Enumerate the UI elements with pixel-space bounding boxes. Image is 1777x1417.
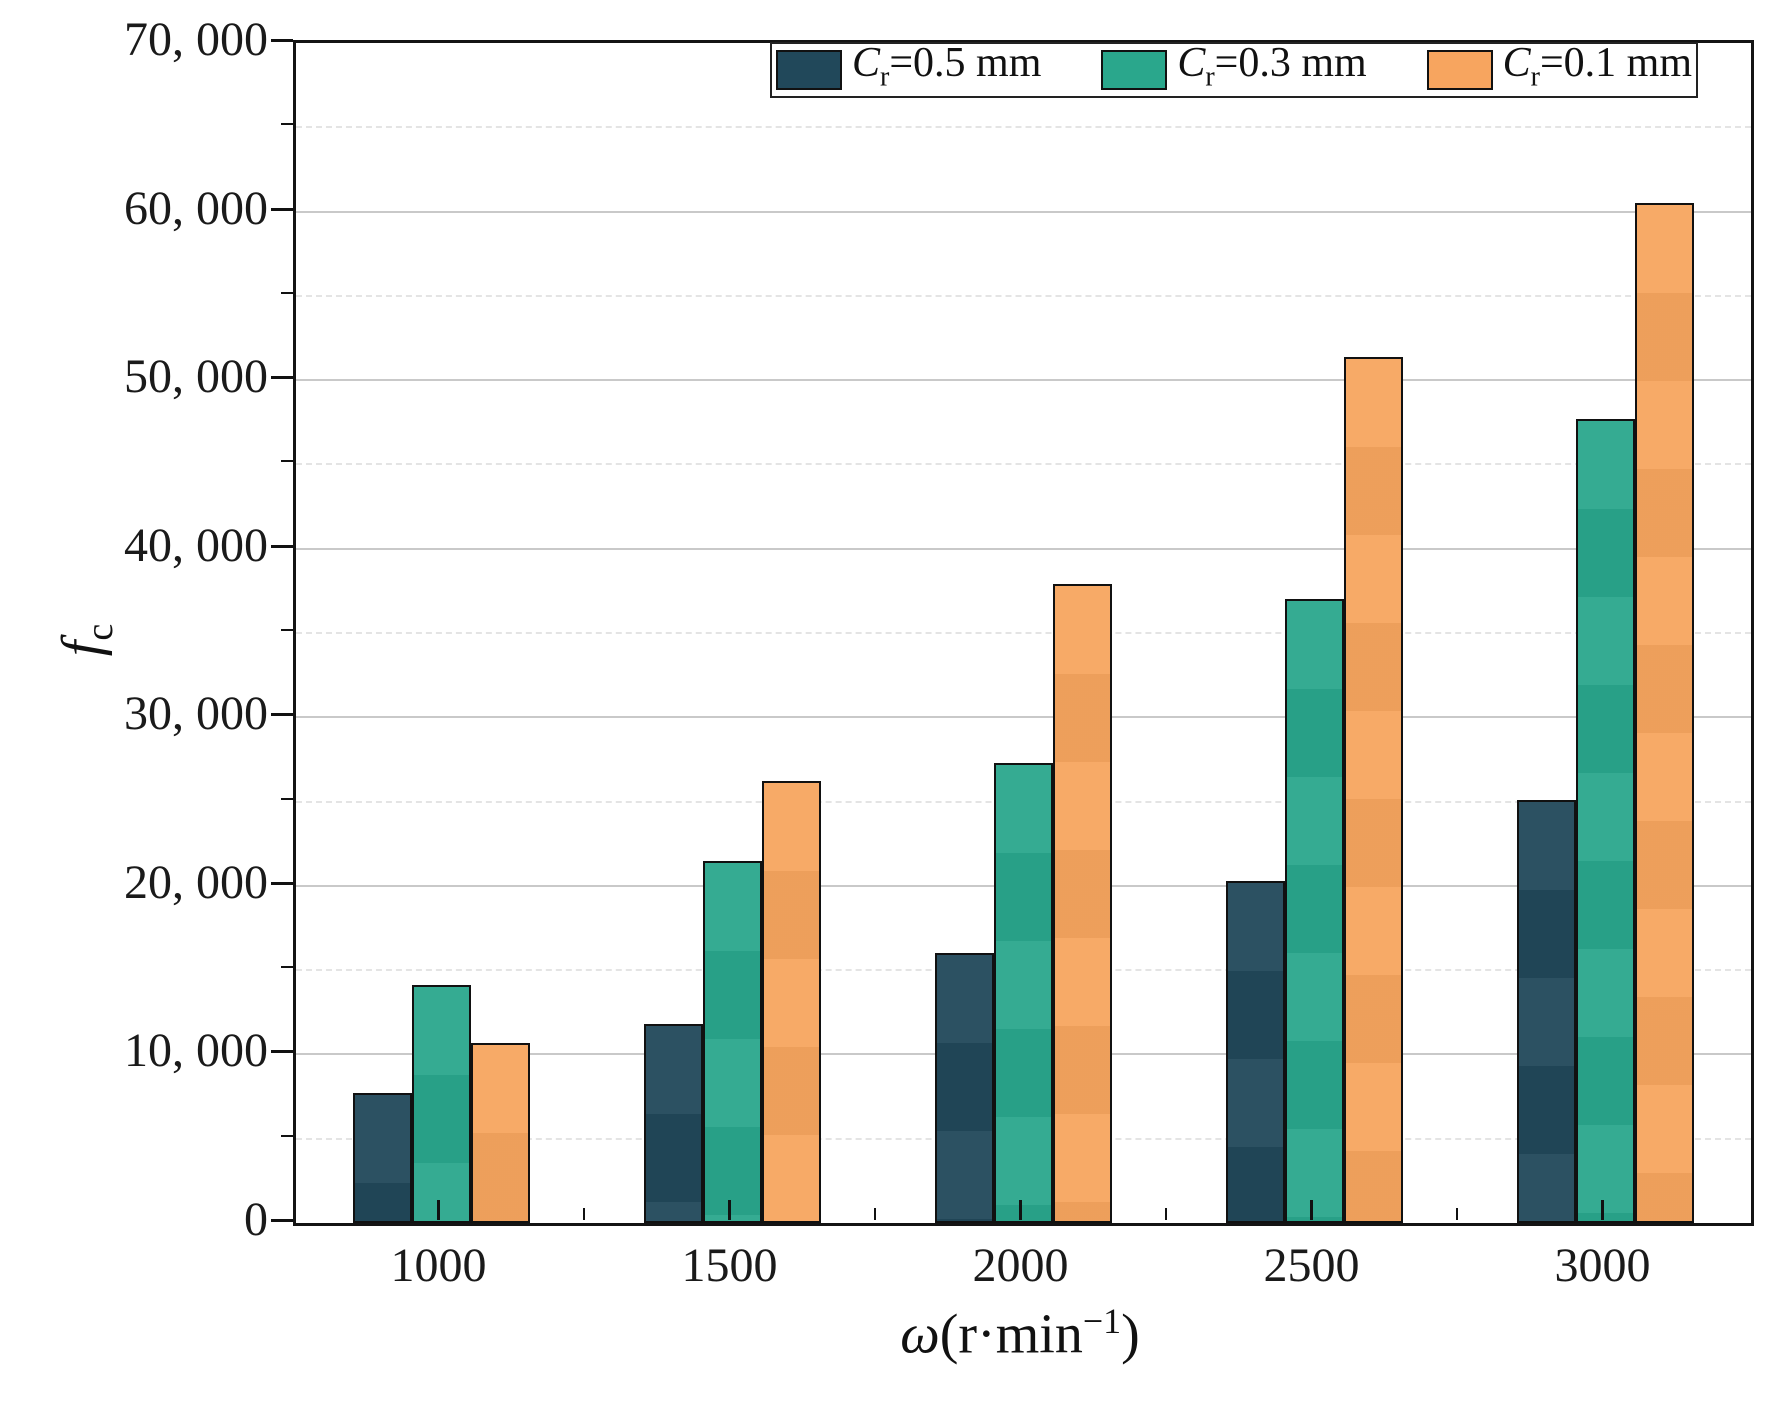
bar-2500-series-2 xyxy=(1285,599,1344,1223)
x-axis-unit-close: ) xyxy=(1121,1303,1140,1366)
bar-2000-series-3 xyxy=(1052,584,1112,1223)
legend-label-2: Cr=0.3 mm xyxy=(1177,39,1367,93)
x-major-tick xyxy=(728,1200,731,1220)
x-major-tick xyxy=(437,1200,440,1220)
legend-entry-3: Cr=0.1 mm xyxy=(1426,39,1692,100)
y-minor-tick xyxy=(281,966,293,969)
bar-3000-series-3 xyxy=(1634,203,1694,1223)
legend-swatch-3 xyxy=(1426,50,1493,90)
y-minor-tick xyxy=(281,291,293,294)
y-major-tick xyxy=(271,1219,293,1222)
x-minor-tick xyxy=(583,1208,585,1220)
bar-1000-series-2 xyxy=(412,985,471,1223)
x-tick-label: 3000 xyxy=(1554,1239,1651,1292)
bar-1500-series-3 xyxy=(761,781,821,1223)
x-tick-label: 1000 xyxy=(390,1239,487,1292)
bar-1500-series-2 xyxy=(703,860,762,1223)
bar-3000-series-1 xyxy=(1517,799,1577,1223)
x-major-tick xyxy=(1601,1200,1604,1220)
y-axis-title: fc xyxy=(50,580,130,700)
y-tick-label: 30, 000 xyxy=(124,687,268,741)
y-axis-subscript: c xyxy=(79,623,122,641)
minor-gridline xyxy=(296,632,1751,634)
x-minor-tick xyxy=(1165,1208,1167,1220)
y-minor-tick xyxy=(281,1134,293,1137)
y-minor-tick xyxy=(281,460,293,463)
x-tick-label: 2000 xyxy=(972,1239,1069,1292)
y-tick-label: 20, 000 xyxy=(124,855,268,909)
x-minor-tick xyxy=(1456,1208,1458,1220)
major-gridline xyxy=(296,210,1751,213)
legend-entry-1: Cr=0.5 mm xyxy=(776,40,1041,100)
x-major-tick xyxy=(1019,1200,1022,1220)
minor-gridline xyxy=(296,126,1751,129)
x-tick-label: 2500 xyxy=(1263,1239,1360,1292)
y-major-tick xyxy=(271,544,293,548)
legend-label-3: Cr=0.1 mm xyxy=(1502,39,1692,93)
legend-swatch-2 xyxy=(1101,50,1168,90)
bar-2000-series-1 xyxy=(935,953,995,1223)
y-major-tick xyxy=(271,376,293,380)
legend-swatch-1 xyxy=(776,50,842,90)
bar-3000-series-2 xyxy=(1576,418,1635,1223)
major-gridline xyxy=(296,716,1751,719)
y-tick-label: 10, 000 xyxy=(124,1024,268,1078)
legend-entry-2: Cr=0.3 mm xyxy=(1101,39,1367,100)
minor-gridline xyxy=(296,294,1751,297)
y-major-tick xyxy=(271,881,293,885)
x-axis-unit-exponent: −1 xyxy=(1082,1301,1122,1341)
bar-2000-series-2 xyxy=(994,762,1053,1223)
y-tick-label: 60, 000 xyxy=(124,181,268,235)
bar-1000-series-3 xyxy=(470,1042,530,1223)
y-tick-label: 70, 000 xyxy=(124,13,268,66)
y-minor-tick xyxy=(281,123,293,126)
plot-area xyxy=(293,40,1754,1226)
y-major-tick xyxy=(271,207,293,211)
y-major-tick xyxy=(271,1050,293,1054)
y-axis-symbol: f xyxy=(51,640,113,657)
major-gridline xyxy=(296,379,1751,382)
y-tick-label: 50, 000 xyxy=(124,350,268,404)
bar-1500-series-1 xyxy=(644,1024,704,1223)
x-minor-tick xyxy=(874,1208,876,1220)
x-axis-unit-body: (r·min xyxy=(939,1303,1083,1366)
x-axis-title: ω(r·min−1) xyxy=(770,1300,1270,1367)
bar-2500-series-3 xyxy=(1343,356,1403,1223)
legend: Cr=0.5 mm Cr=0.3 mm Cr=0.1 mm xyxy=(770,39,1698,100)
bar-1000-series-1 xyxy=(353,1093,413,1223)
y-tick-label: 0 xyxy=(244,1193,268,1246)
major-gridline xyxy=(296,547,1751,550)
x-axis-symbol: ω xyxy=(900,1303,940,1366)
x-tick-label: 1500 xyxy=(681,1239,778,1292)
y-major-tick xyxy=(271,39,293,42)
y-major-tick xyxy=(271,713,293,717)
minor-gridline xyxy=(296,463,1751,466)
y-minor-tick xyxy=(281,797,293,800)
bar-2500-series-1 xyxy=(1226,880,1286,1223)
y-minor-tick xyxy=(281,629,293,631)
legend-label-1: Cr=0.5 mm xyxy=(852,39,1042,93)
x-major-tick xyxy=(1310,1200,1313,1220)
y-tick-label: 40, 000 xyxy=(124,518,268,572)
